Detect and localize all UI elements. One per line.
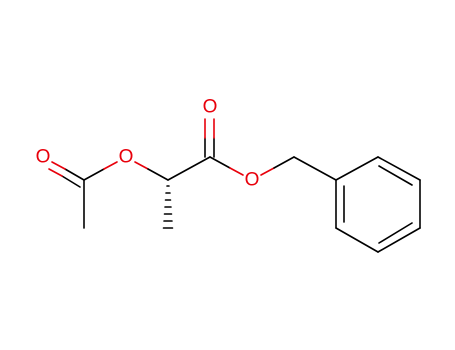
atom-label: O bbox=[203, 97, 218, 118]
bond bbox=[335, 227, 379, 253]
hashed-wedge bbox=[162, 185, 174, 229]
bond bbox=[378, 222, 413, 244]
atom-label: O bbox=[119, 147, 134, 168]
bond bbox=[48, 168, 63, 177]
bond bbox=[377, 156, 421, 181]
bond bbox=[61, 175, 81, 188]
bond bbox=[83, 168, 105, 181]
bond bbox=[134, 161, 149, 170]
bond bbox=[229, 167, 244, 176]
bond bbox=[64, 168, 85, 181]
bonds bbox=[48, 118, 421, 253]
bond bbox=[260, 167, 275, 176]
bond bbox=[377, 227, 421, 253]
bond bbox=[293, 156, 337, 181]
bond bbox=[167, 156, 211, 181]
atom-label: O bbox=[245, 170, 260, 191]
bond bbox=[103, 161, 118, 170]
bond bbox=[209, 156, 231, 169]
bond bbox=[378, 165, 413, 186]
bond bbox=[51, 161, 66, 170]
atom-label: O bbox=[36, 147, 51, 168]
bond bbox=[335, 156, 379, 181]
bond bbox=[147, 168, 169, 181]
bond bbox=[273, 156, 295, 169]
